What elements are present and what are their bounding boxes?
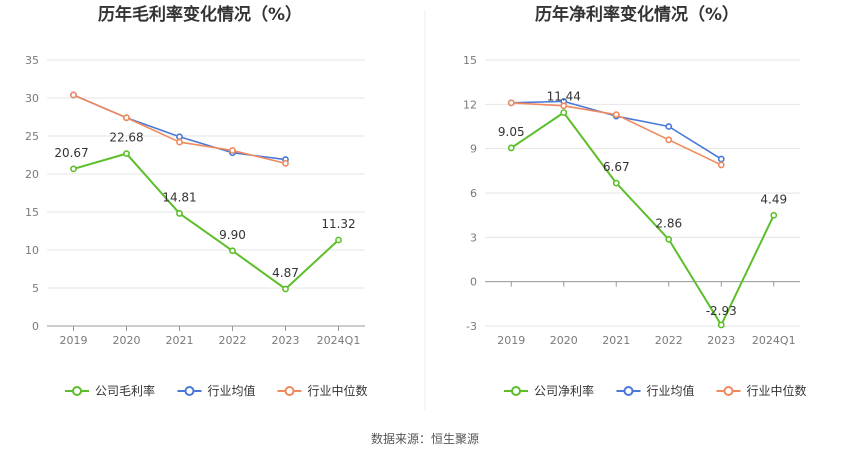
gross-margin-series-point-2[interactable]: [176, 138, 183, 146]
net-margin-series-point-2[interactable]: [507, 99, 515, 107]
net-margin-x-tick-label: 2021: [602, 334, 630, 347]
gross-margin-y-tick-label: 30: [25, 92, 39, 105]
net-margin-series-point-0[interactable]: [612, 179, 620, 187]
net-margin-series-point-0[interactable]: [560, 109, 568, 117]
net-margin-x-tick-label: 2023: [707, 334, 735, 347]
net-margin-series-point-1[interactable]: [717, 155, 725, 163]
gross-margin-series-point-1[interactable]: [176, 133, 183, 141]
net-margin-y-tick-label: 9: [470, 143, 477, 156]
net-margin-data-label: 6.67: [603, 160, 630, 174]
gross-margin-series-line-2: [73, 94, 286, 165]
gross-margin-series-point-2[interactable]: [123, 114, 130, 122]
net-margin-x-tick-label: 2022: [655, 334, 683, 347]
net-margin-y-tick-label: 3: [470, 231, 477, 244]
net-margin-data-label: 4.49: [760, 192, 787, 206]
gross-margin-series-point-0[interactable]: [176, 210, 183, 217]
gross-margin-data-label: 20.67: [54, 146, 88, 160]
net-margin-x-tick-label: 2019: [497, 334, 525, 347]
gross-margin-y-tick-label: 35: [25, 54, 39, 67]
gross-margin-legend-marker[interactable]: [284, 386, 295, 396]
gross-margin-data-label: 14.81: [162, 190, 196, 204]
gross-margin-series-point-2[interactable]: [70, 91, 77, 99]
gross-margin-series-point-0[interactable]: [229, 247, 236, 255]
net-margin-data-label: 2.86: [655, 216, 682, 230]
net-margin-series-point-1[interactable]: [665, 123, 673, 130]
net-margin-x-tick-label: 2020: [550, 334, 578, 347]
net-margin-series-point-0[interactable]: [717, 321, 725, 329]
gross-margin-series-point-2[interactable]: [282, 159, 289, 167]
gross-margin-series-point-0[interactable]: [123, 150, 130, 158]
gross-margin-x-tick-label: 2020: [113, 334, 141, 347]
gross-margin-series-point-2[interactable]: [229, 147, 236, 154]
gross-margin-chart-title: 历年毛利率变化情况（%）: [98, 4, 302, 25]
net-margin-data-label: 11.44: [547, 90, 581, 104]
gross-margin-y-tick-label: 5: [32, 282, 39, 295]
gross-margin-series-line-0: [73, 152, 340, 290]
net-margin-legend-label[interactable]: 公司净利率: [534, 383, 594, 398]
gross-margin-x-tick-label: 2023: [272, 334, 300, 347]
gross-margin-data-label: 9.90: [219, 228, 246, 242]
net-margin-x-tick-label: 2024Q1: [752, 334, 796, 347]
gross-margin-y-tick-label: 0: [32, 320, 39, 333]
net-margin-legend-marker[interactable]: [511, 386, 521, 396]
gross-margin-x-tick-label: 2021: [166, 334, 194, 347]
gross-margin-x-tick-label: 2024Q1: [317, 334, 361, 347]
net-margin-series-point-2[interactable]: [717, 161, 725, 169]
gross-margin-x-tick-label: 2019: [60, 334, 88, 347]
gross-margin-series-point-0[interactable]: [70, 165, 77, 173]
gross-margin-x-tick-label: 2022: [219, 334, 247, 347]
net-margin-legend-marker[interactable]: [623, 386, 634, 396]
net-margin-y-tick-label: -3: [466, 320, 477, 333]
net-margin-series-point-0[interactable]: [770, 211, 778, 219]
net-margin-series-point-2[interactable]: [665, 136, 673, 144]
gross-margin-legend-label[interactable]: 公司毛利率: [95, 383, 155, 398]
gross-margin-data-label: 11.32: [321, 217, 355, 231]
gross-margin-y-tick-label: 25: [25, 130, 39, 143]
net-margin-data-label: 9.05: [498, 125, 525, 139]
gross-margin-y-tick-label: 10: [25, 244, 39, 257]
gross-margin-y-tick-label: 20: [25, 168, 39, 181]
gross-margin-data-label: 4.87: [272, 266, 299, 280]
net-margin-legend-label[interactable]: 行业均值: [647, 383, 695, 398]
gross-margin-series-line-1: [73, 94, 286, 161]
source-label: 数据来源：恒生聚源: [371, 431, 479, 446]
gross-margin-y-tick-label: 15: [25, 206, 39, 219]
gross-margin-legend-marker[interactable]: [72, 386, 82, 396]
net-margin-series-point-2[interactable]: [612, 111, 620, 119]
gross-margin-legend-label[interactable]: 行业均值: [208, 383, 256, 398]
gross-margin-series-point-0[interactable]: [282, 285, 289, 293]
net-margin-y-tick-label: 12: [463, 98, 477, 111]
net-margin-data-label: -2.93: [706, 304, 737, 318]
net-margin-chart-title: 历年净利率变化情况（%）: [535, 4, 739, 25]
net-margin-series-point-2[interactable]: [560, 102, 568, 110]
net-margin-y-tick-label: 0: [470, 276, 477, 289]
gross-margin-data-label: 22.68: [109, 131, 143, 145]
net-margin-series-point-0[interactable]: [665, 236, 673, 243]
gross-margin-legend-label[interactable]: 行业中位数: [308, 383, 368, 398]
net-margin-series-point-0[interactable]: [507, 144, 515, 152]
net-margin-y-tick-label: 6: [470, 187, 477, 200]
gross-margin-legend-marker[interactable]: [184, 386, 195, 396]
gross-margin-series-point-0[interactable]: [335, 236, 342, 244]
net-margin-y-tick-label: 15: [463, 54, 477, 67]
net-margin-series-line-0: [510, 111, 775, 326]
net-margin-legend-marker[interactable]: [723, 386, 734, 396]
net-margin-legend-label[interactable]: 行业中位数: [747, 383, 807, 398]
